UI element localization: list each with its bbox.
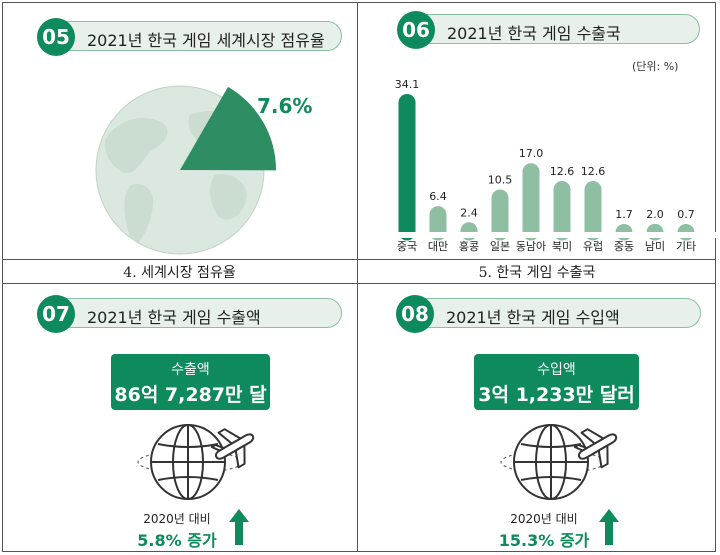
bar-4 xyxy=(522,163,540,241)
bar-3 xyxy=(491,189,509,241)
import-amount-value: 3억 1,233만 달러 xyxy=(478,384,635,406)
export-amount-label: 수출액 xyxy=(171,362,210,378)
vertical-divider xyxy=(357,2,358,552)
category-label-7: 중동 xyxy=(614,240,634,253)
category-label-2: 홍콩 xyxy=(459,239,479,253)
category-label-9: 기타 xyxy=(676,240,696,253)
bar-value-label-1: 6.4 xyxy=(429,190,447,203)
import-amount-label: 수입액 xyxy=(537,362,576,378)
unit-label: (단위: %) xyxy=(632,60,679,73)
share-wedge xyxy=(180,86,276,171)
panel-07-header: 07 2021년 한국 게임 수출액 xyxy=(37,295,342,333)
panel-07-title: 2021년 한국 게임 수출액 xyxy=(87,308,261,327)
import-compare-value: 15.3% 증가 xyxy=(498,531,590,550)
bar-0 xyxy=(398,94,416,241)
export-up-arrow-icon xyxy=(229,509,249,545)
bar-value-label-6: 12.6 xyxy=(581,165,606,178)
bar-1 xyxy=(429,206,447,241)
divider-bottom-caption xyxy=(2,283,716,284)
export-amount-box: 수출액 86억 7,287만 달러 xyxy=(111,354,270,433)
bar-value-label-3: 10.5 xyxy=(488,174,513,187)
category-label-4: 동남아 xyxy=(516,240,546,253)
bar-5 xyxy=(553,181,571,241)
export-compare: 2020년 대비 5.8% 증가 xyxy=(132,510,222,551)
airplane-icon xyxy=(210,428,255,469)
panel-06-header: 06 2021년 한국 게임 수출국 xyxy=(397,11,700,49)
panel-08-header: 08 2021년 한국 게임 수입액 xyxy=(396,295,701,333)
bar-value-label-4: 17.0 xyxy=(519,147,544,160)
bar-value-label-8: 2.0 xyxy=(646,208,664,221)
panel-08-title: 2021년 한국 게임 수입액 xyxy=(446,308,620,327)
import-amount-box: 수입액 3억 1,233만 달러 xyxy=(474,354,639,410)
panel-05-header: 05 2021년 한국 게임 세계시장 점유율 xyxy=(37,18,342,56)
export-compare-label: 2020년 대비 xyxy=(143,512,211,526)
bar-value-label-5: 12.6 xyxy=(550,165,575,178)
globe-plane-icon xyxy=(137,424,255,500)
export-compare-value: 5.8% 증가 xyxy=(137,531,217,550)
bar-value-label-7: 1.7 xyxy=(615,208,633,221)
bar-value-label-2: 2.4 xyxy=(460,206,478,219)
bar-value-label-9: 0.7 xyxy=(677,208,695,221)
category-label-6: 유럽 xyxy=(583,239,603,253)
import-compare: 2020년 대비 15.3% 증가 xyxy=(494,510,594,551)
import-up-arrow-icon xyxy=(599,509,619,545)
airplane-icon xyxy=(573,428,618,469)
panel-06-caption: 5. 한국 게임 수출국 xyxy=(478,265,596,281)
panel-05-title: 2021년 한국 게임 세계시장 점유율 xyxy=(87,31,325,50)
export-country-bar-chart: 34.1 중국 6.4 대만 2.4 홍콩 10.5 일본 17.0 동남아 12.6 북미 12.6 유… xyxy=(360,78,716,253)
category-label-1: 대만 xyxy=(428,240,448,253)
world-share-chart: 7.6% xyxy=(95,85,312,255)
panel-06-title: 2021년 한국 게임 수출국 xyxy=(447,24,621,43)
category-label-8: 남미 xyxy=(645,240,665,253)
panel-05-number: 05 xyxy=(37,18,75,56)
share-value-label: 7.6% xyxy=(257,94,312,118)
baseline-mask xyxy=(360,232,716,238)
bar-value-label-0: 34.1 xyxy=(395,78,420,91)
globe-plane-icon-2 xyxy=(500,424,618,500)
panel-08-number: 08 xyxy=(396,295,434,333)
divider-top-caption xyxy=(2,259,716,260)
panel-06-number: 06 xyxy=(397,11,435,49)
import-compare-label: 2020년 대비 xyxy=(510,512,578,526)
category-label-0: 중국 xyxy=(397,240,417,253)
panel-07-number: 07 xyxy=(37,295,75,333)
category-label-3: 일본 xyxy=(490,239,510,253)
panel-05-caption: 4. 세계시장 점유율 xyxy=(123,265,236,281)
bar-6 xyxy=(584,181,602,241)
category-label-5: 북미 xyxy=(552,240,572,253)
